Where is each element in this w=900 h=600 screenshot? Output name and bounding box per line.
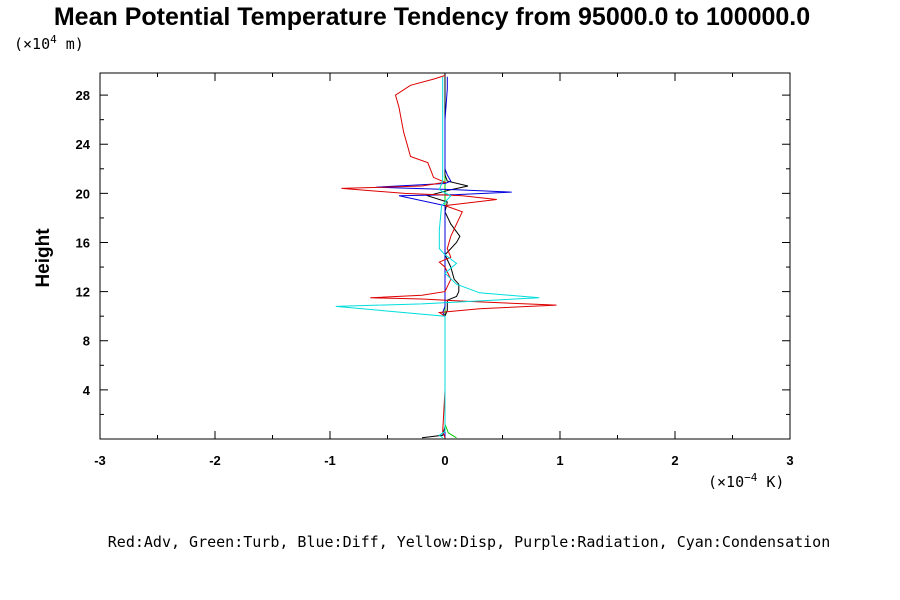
series-layer xyxy=(335,75,557,439)
y-tick-label: 4 xyxy=(83,383,91,398)
x-unit-exponent: −4 xyxy=(744,471,758,484)
x-unit-prefix: (×10 xyxy=(708,473,744,491)
x-tick-label: -1 xyxy=(324,453,336,468)
x-unit-label: (×10−4 K) xyxy=(708,471,784,491)
y-tick-label: 20 xyxy=(76,186,90,201)
plot-frame xyxy=(99,72,791,440)
x-tick-label: -2 xyxy=(209,453,221,468)
x-tick-label: 3 xyxy=(786,453,793,468)
x-unit-suffix: K) xyxy=(757,473,784,491)
y-axis-title: Height xyxy=(33,228,54,288)
y-unit-exponent: 4 xyxy=(50,33,57,46)
y-tick-label: 12 xyxy=(76,285,90,300)
y-unit-label: (×104 m) xyxy=(14,33,84,53)
legend-note: Red:Adv, Green:Turb, Blue:Diff, Yellow:D… xyxy=(108,533,830,551)
y-unit-prefix: (×10 xyxy=(14,35,50,53)
x-tick-label: 0 xyxy=(441,453,448,468)
x-tick-labels: -3 -2 -1 0 1 2 3 xyxy=(94,453,793,468)
y-tick-labels: 4 8 12 16 20 24 28 xyxy=(76,88,91,398)
series-line xyxy=(341,75,557,438)
x-tick-label: -3 xyxy=(94,453,106,468)
x-tick-label: 1 xyxy=(556,453,563,468)
x-tick-label: 2 xyxy=(671,453,678,468)
y-tick-label: 28 xyxy=(76,88,90,103)
y-unit-suffix: m) xyxy=(57,35,84,53)
y-tick-label: 16 xyxy=(76,235,90,250)
series-line xyxy=(375,76,512,438)
y-tick-label: 8 xyxy=(83,334,90,349)
series-line xyxy=(335,76,540,439)
chart-title: Mean Potential Temperature Tendency from… xyxy=(54,3,810,31)
y-tick-label: 24 xyxy=(76,137,91,152)
